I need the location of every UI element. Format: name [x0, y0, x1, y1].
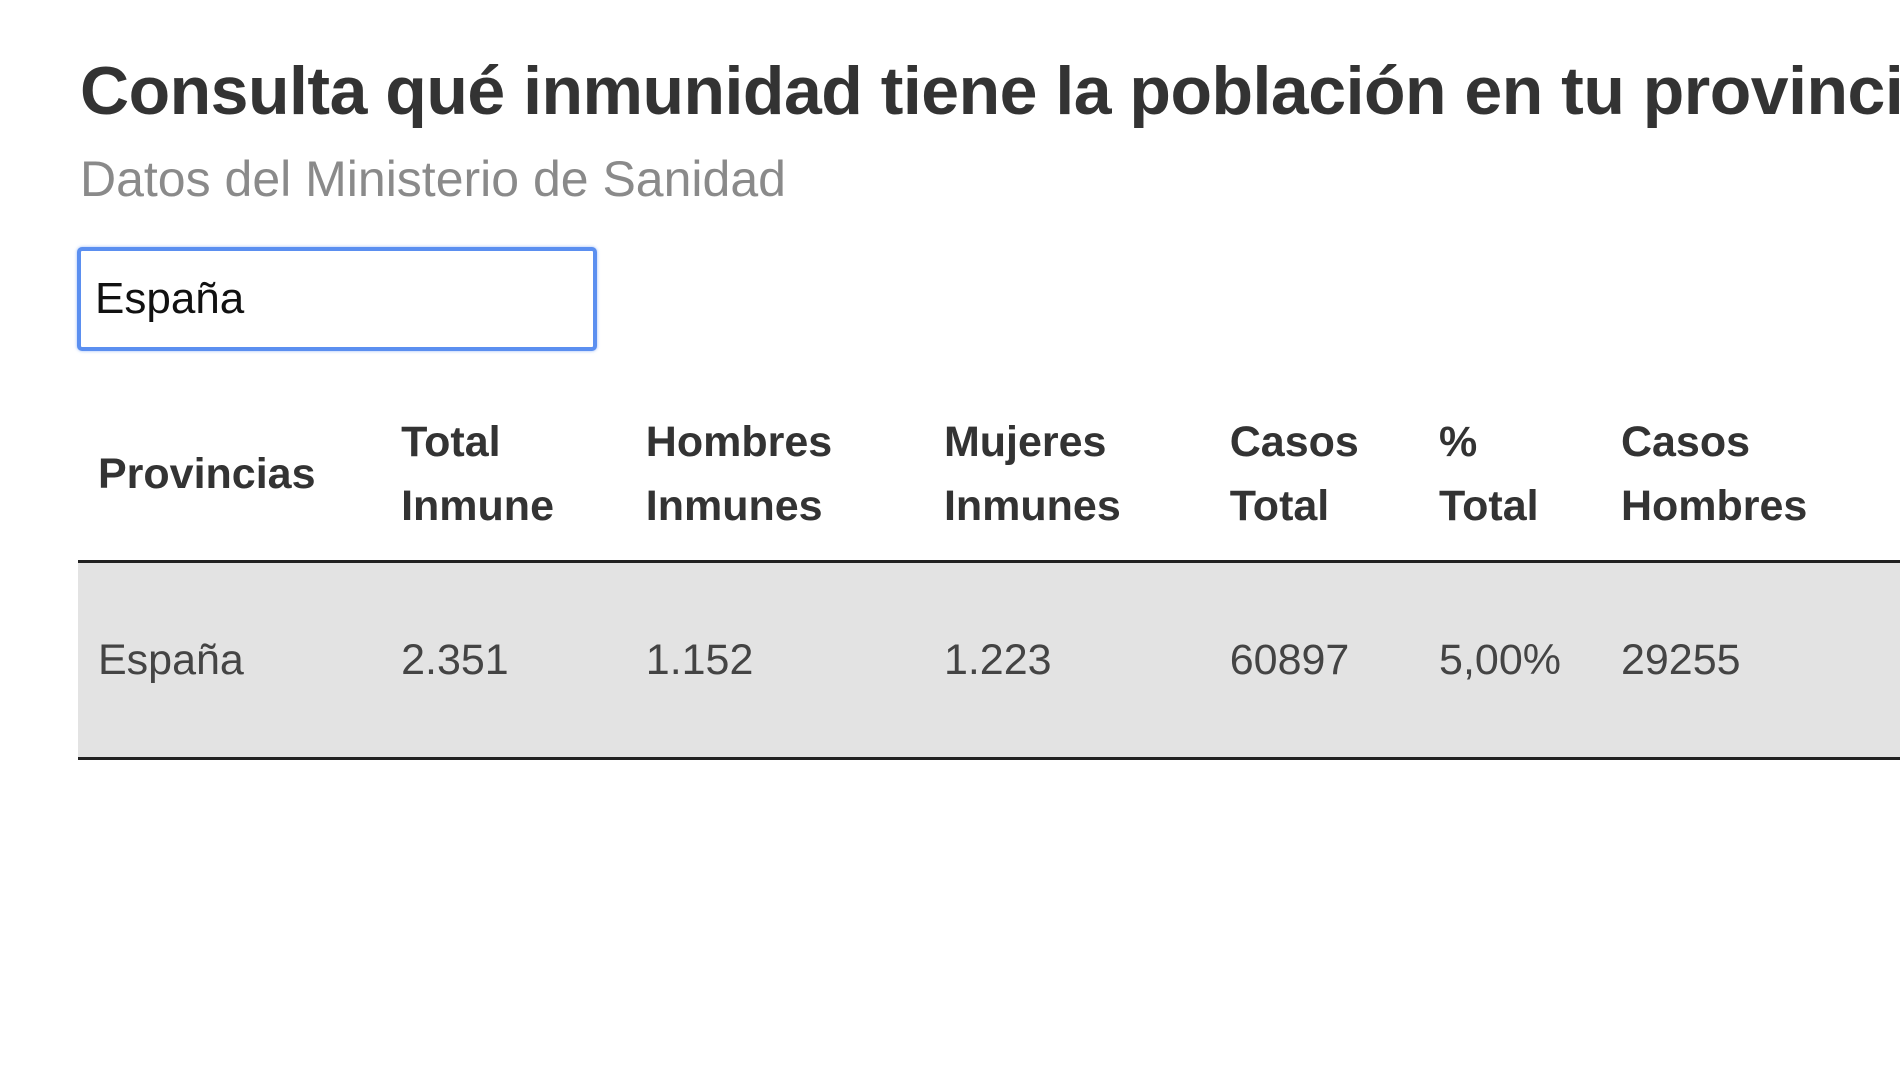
page-title: Consulta qué inmunidad tiene la població… [80, 53, 1900, 129]
header-label: Casos [1620, 418, 1751, 466]
table-header-row: Provincias Total Inmune Hombres Inmunes Mu… [78, 400, 1900, 563]
header-label: Inmune [401, 482, 554, 530]
cell-mujeres-inmunes: 1.223 [923, 561, 1210, 760]
header-label: Total [401, 418, 501, 466]
header-label: Hombres [645, 418, 833, 466]
cell-provincia: España [78, 561, 382, 760]
cell-hombres-inmunes: 1.152 [625, 561, 924, 760]
header-label: % [1439, 418, 1478, 466]
column-header-casos-hombres[interactable]: Casos Hombres [1600, 400, 1900, 563]
column-header-hombres-inmunes[interactable]: Hombres Inmunes [625, 400, 924, 563]
column-header-pct-total[interactable]: % Total [1419, 400, 1601, 563]
header-label: Provincias [98, 450, 316, 498]
header-label: Casos [1229, 418, 1359, 466]
header-label: Hombres [1620, 482, 1808, 530]
province-search-input[interactable] [77, 247, 597, 351]
header-label: Total [1439, 482, 1539, 530]
header-label: Inmunes [645, 482, 823, 530]
header-label: Inmunes [943, 482, 1121, 530]
column-header-total-inmune[interactable]: Total Inmune [381, 400, 626, 563]
column-header-casos-total[interactable]: Casos Total [1209, 400, 1420, 563]
cell-total-inmune: 2.351 [381, 561, 626, 760]
cell-casos-total: 60897 [1209, 561, 1420, 760]
immunity-table: Provincias Total Inmune Hombres Inmunes Mu… [78, 400, 1900, 760]
column-header-provincias[interactable]: Provincias [78, 400, 382, 563]
page-subtitle: Datos del Ministerio de Sanidad [80, 151, 786, 207]
header-label: Mujeres [943, 418, 1107, 466]
header-label: Total [1229, 482, 1330, 530]
table-row: España 2.351 1.152 1.223 60897 5,00% 292… [78, 561, 1900, 760]
column-header-mujeres-inmunes[interactable]: Mujeres Inmunes [923, 400, 1210, 563]
cell-pct-total: 5,00% [1419, 561, 1601, 760]
cell-casos-hombres: 29255 [1600, 561, 1900, 760]
